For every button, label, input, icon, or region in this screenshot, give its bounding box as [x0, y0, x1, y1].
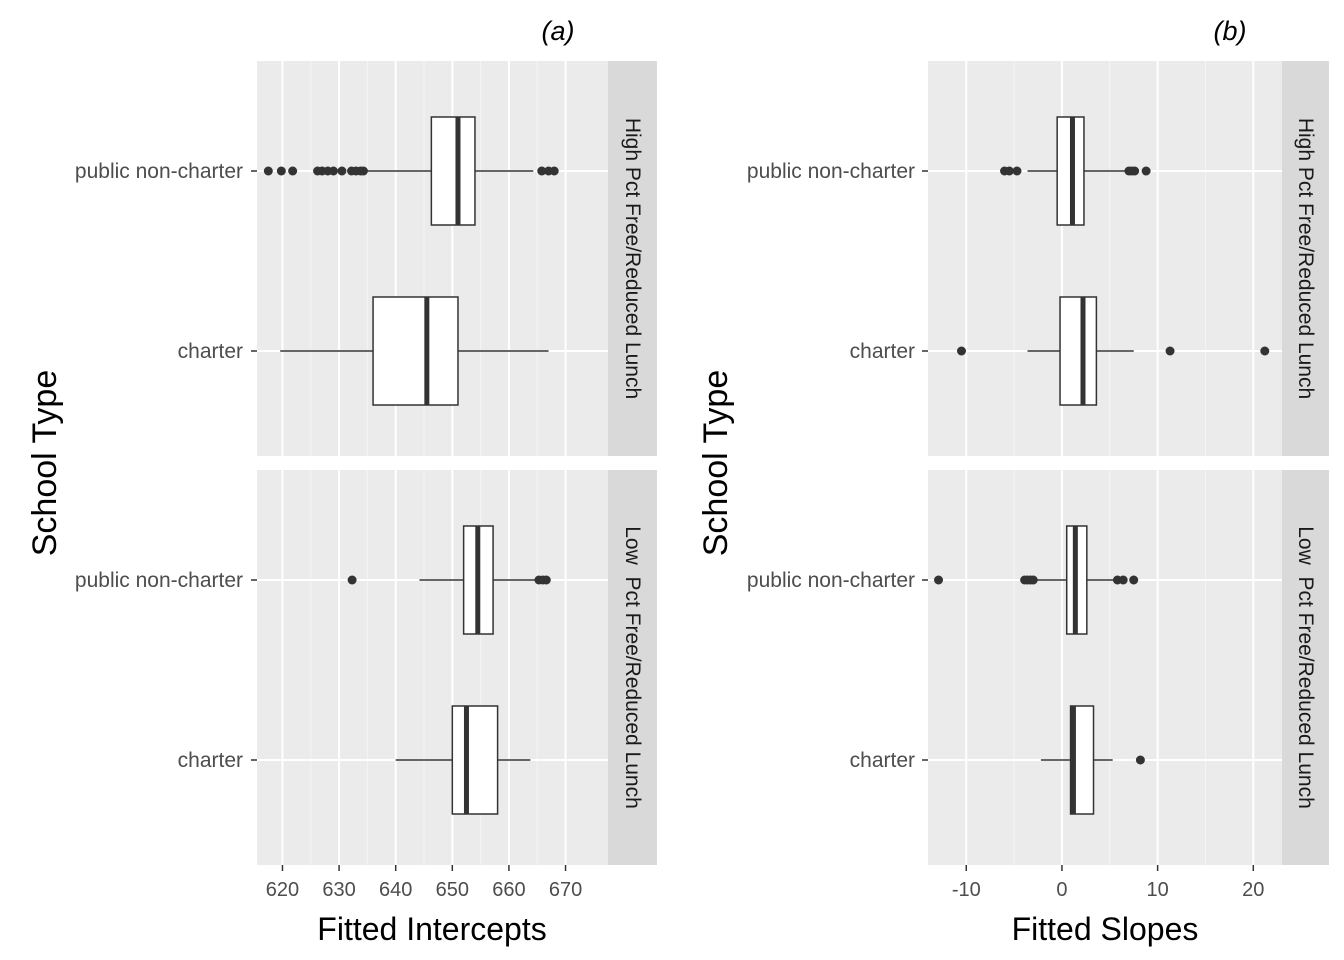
outlier-point	[1129, 575, 1139, 585]
panel-background	[928, 61, 1282, 456]
outlier-point	[537, 166, 547, 176]
x-tick-label: 0	[1056, 879, 1067, 901]
category-label: public non-charter	[747, 569, 915, 592]
outlier-point	[1260, 346, 1270, 356]
iqr-box	[372, 296, 459, 406]
facet-strip	[608, 61, 657, 456]
outlier-point	[1012, 166, 1022, 176]
category-label: public non-charter	[75, 160, 243, 183]
outlier-point	[1028, 575, 1038, 585]
x-tick-label: -10	[952, 879, 981, 901]
category-label: public non-charter	[75, 569, 243, 592]
outlier-point	[1130, 166, 1140, 176]
x-tick-label: 660	[492, 879, 525, 901]
x-tick-label: 10	[1146, 879, 1168, 901]
x-tick-label: 620	[266, 879, 299, 901]
facet-high-pct: High Pct Free/Reduced Lunch public non-ch…	[747, 61, 1329, 456]
category-label: charter	[178, 749, 243, 772]
outlier-point	[549, 166, 559, 176]
facet-strip	[1282, 470, 1329, 865]
box-public-non-charter	[1000, 116, 1151, 226]
box-charter	[1040, 705, 1145, 815]
outlier-point	[288, 166, 298, 176]
x-axis-title: Fitted Intercepts	[317, 911, 546, 947]
iqr-box	[451, 705, 499, 815]
outlier-point	[358, 166, 368, 176]
outlier-point	[1165, 346, 1175, 356]
box-public-non-charter	[347, 525, 551, 635]
box-public-non-charter	[263, 116, 559, 226]
chart-panel-b: (b) School Type High Pct Free/Reduced Lunc…	[697, 16, 1329, 947]
facet-strip-label: High Pct Free/Reduced Lunch	[1294, 118, 1317, 399]
facet-low-pct: Low Pct Free/Reduced Lunch public non-cha…	[75, 470, 657, 865]
outlier-point	[1141, 166, 1151, 176]
x-axis-title: Fitted Slopes	[1012, 911, 1199, 947]
panel-background	[928, 470, 1282, 865]
outlier-point	[276, 166, 286, 176]
outlier-point	[934, 575, 944, 585]
x-tick-label: 630	[322, 879, 355, 901]
panel-background	[257, 470, 608, 865]
facet-strip-label: Low Pct Free/Reduced Lunch	[1294, 526, 1317, 809]
outlier-point	[1004, 166, 1014, 176]
outlier-point	[1135, 755, 1145, 765]
facet-high-pct: High Pct Free/Reduced Lunch public non-ch…	[75, 61, 657, 456]
facet-strip-label: Low Pct Free/Reduced Lunch	[621, 526, 644, 809]
category-label: public non-charter	[747, 160, 915, 183]
outlier-point	[337, 166, 347, 176]
outlier-point	[541, 575, 551, 585]
category-label: charter	[850, 340, 915, 363]
x-tick-label: 20	[1242, 879, 1264, 901]
outlier-point	[347, 575, 357, 585]
category-label: charter	[178, 340, 243, 363]
x-tick-label: 640	[379, 879, 412, 901]
outlier-point	[956, 346, 966, 356]
x-tick-label: 650	[436, 879, 469, 901]
box-charter	[395, 705, 531, 815]
box-charter	[956, 296, 1270, 406]
outlier-point	[263, 166, 273, 176]
box-public-non-charter	[934, 525, 1139, 635]
y-axis-title: School Type	[26, 370, 64, 557]
iqr-box	[1059, 296, 1098, 406]
category-label: charter	[850, 749, 915, 772]
panel-title: (a)	[542, 16, 575, 46]
facet-strip	[608, 470, 657, 865]
outlier-point	[1118, 575, 1128, 585]
chart-panel-a: (a) School Type High Pct Free/Reduced Lunc…	[26, 16, 657, 947]
y-axis-title: School Type	[697, 370, 735, 557]
iqr-box	[1069, 705, 1095, 815]
x-axis: -10 0 10 20 Fitted Slopes	[952, 865, 1264, 947]
box-charter	[280, 296, 549, 406]
facet-strip-label: High Pct Free/Reduced Lunch	[621, 118, 644, 399]
outlier-point	[328, 166, 338, 176]
panel-title: (b)	[1214, 16, 1247, 46]
x-tick-label: 670	[549, 879, 582, 901]
facet-strip	[1282, 61, 1329, 456]
iqr-box	[430, 116, 476, 226]
facet-low-pct: Low Pct Free/Reduced Lunch public non-cha…	[747, 470, 1329, 865]
